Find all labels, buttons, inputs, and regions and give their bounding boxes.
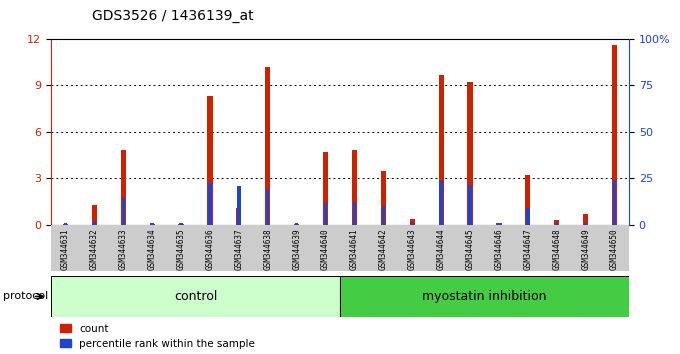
Bar xyxy=(352,150,357,225)
Bar xyxy=(353,201,356,225)
Text: GSM344631: GSM344631 xyxy=(61,228,70,270)
Text: GSM344648: GSM344648 xyxy=(552,228,561,270)
Text: GSM344650: GSM344650 xyxy=(610,228,619,270)
Bar xyxy=(439,181,443,225)
Text: myostatin inhibition: myostatin inhibition xyxy=(422,290,547,303)
Text: GSM344649: GSM344649 xyxy=(581,228,590,270)
Bar xyxy=(180,223,183,225)
Bar xyxy=(120,150,126,225)
Bar xyxy=(381,171,386,225)
Text: GDS3526 / 1436139_at: GDS3526 / 1436139_at xyxy=(92,9,254,23)
Legend: count, percentile rank within the sample: count, percentile rank within the sample xyxy=(56,320,259,353)
Bar xyxy=(583,214,588,225)
Bar xyxy=(411,223,414,225)
Bar xyxy=(295,223,299,225)
Bar xyxy=(237,186,241,225)
Text: GSM344637: GSM344637 xyxy=(235,228,243,270)
Text: GSM344647: GSM344647 xyxy=(524,228,532,270)
Bar xyxy=(266,189,269,225)
Bar xyxy=(526,208,530,225)
Bar xyxy=(63,224,68,225)
Text: GSM344646: GSM344646 xyxy=(494,228,503,270)
Bar xyxy=(122,198,125,225)
Bar xyxy=(497,223,500,225)
Bar xyxy=(150,223,154,225)
Bar xyxy=(265,67,271,225)
Bar xyxy=(340,276,629,317)
Bar xyxy=(51,276,340,317)
Bar xyxy=(150,224,155,225)
Bar xyxy=(554,220,560,225)
Bar xyxy=(323,152,328,225)
Text: GSM344632: GSM344632 xyxy=(90,228,99,270)
Bar xyxy=(584,223,588,225)
Bar xyxy=(381,206,385,225)
Text: GSM344633: GSM344633 xyxy=(119,228,128,270)
Bar xyxy=(64,223,67,225)
Bar xyxy=(555,223,558,225)
Text: GSM344636: GSM344636 xyxy=(205,228,214,270)
Bar xyxy=(612,45,617,225)
Text: GSM344639: GSM344639 xyxy=(292,228,301,270)
Text: GSM344635: GSM344635 xyxy=(177,228,186,270)
Bar xyxy=(92,205,97,225)
Bar xyxy=(439,75,444,225)
Bar xyxy=(294,224,299,225)
Text: GSM344638: GSM344638 xyxy=(263,228,272,270)
Text: GSM344634: GSM344634 xyxy=(148,228,156,270)
Text: GSM344643: GSM344643 xyxy=(408,228,417,270)
Text: GSM344644: GSM344644 xyxy=(437,228,445,270)
Bar xyxy=(324,203,327,225)
Bar xyxy=(340,276,629,317)
Bar xyxy=(207,96,213,225)
Bar xyxy=(178,224,184,225)
Text: GSM344641: GSM344641 xyxy=(350,228,359,270)
Bar xyxy=(496,223,502,225)
Bar xyxy=(409,218,415,225)
Text: protocol: protocol xyxy=(3,291,48,302)
Bar xyxy=(51,276,340,317)
Text: GSM344645: GSM344645 xyxy=(466,228,475,270)
Bar xyxy=(236,208,241,225)
Text: control: control xyxy=(174,290,217,303)
Bar xyxy=(525,175,530,225)
Text: GSM344642: GSM344642 xyxy=(379,228,388,270)
Bar xyxy=(208,183,211,225)
Bar xyxy=(467,82,473,225)
Bar xyxy=(469,184,472,225)
Bar xyxy=(613,180,616,225)
Bar xyxy=(92,221,96,225)
Text: GSM344640: GSM344640 xyxy=(321,228,330,270)
